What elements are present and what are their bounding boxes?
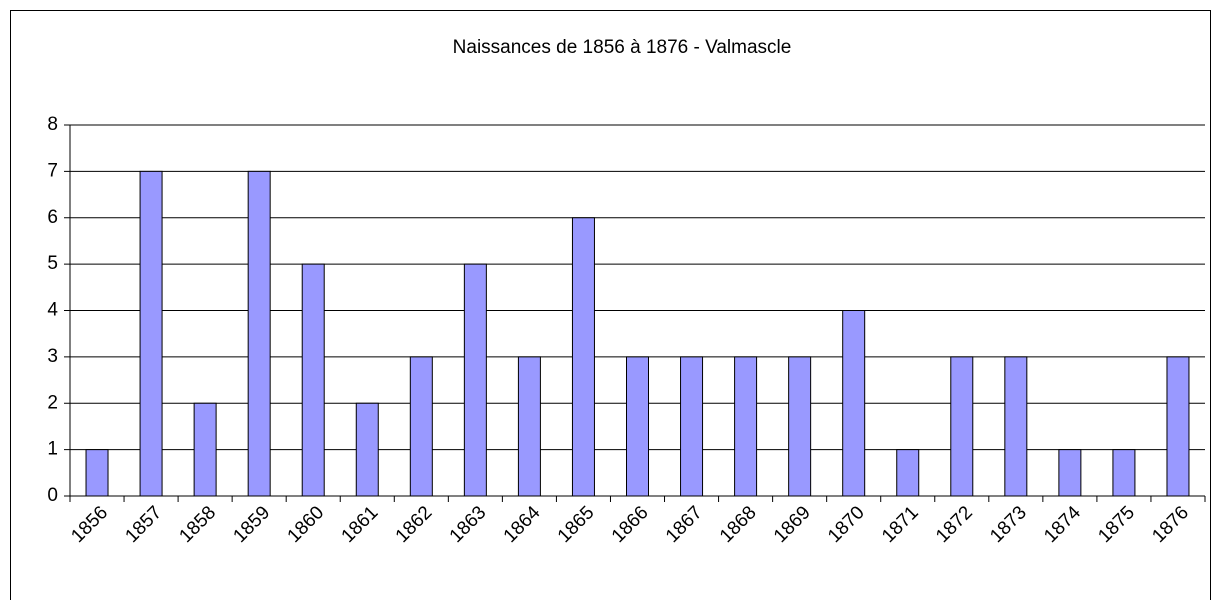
chart-frame	[10, 10, 1211, 600]
y-tick-label: 0	[47, 485, 58, 506]
bar	[734, 356, 758, 497]
bar	[1058, 449, 1082, 497]
bar	[950, 356, 974, 497]
bar	[85, 449, 109, 497]
y-tick-label: 5	[47, 253, 58, 274]
bar	[193, 402, 217, 497]
y-tick-label: 6	[47, 207, 58, 228]
bar	[517, 356, 541, 497]
bar	[355, 402, 379, 497]
bar	[626, 356, 649, 497]
bar	[1112, 449, 1136, 497]
bar	[1166, 356, 1190, 497]
y-tick-label: 1	[47, 439, 58, 460]
bar	[842, 310, 866, 497]
bar	[409, 356, 433, 497]
chart-title: Naissances de 1856 à 1876 - Valmascle	[453, 37, 792, 58]
y-tick-label: 8	[47, 114, 58, 135]
bar	[301, 263, 325, 497]
bar	[247, 170, 271, 497]
bar	[139, 170, 163, 497]
bar	[1004, 356, 1028, 497]
y-tick-label: 2	[47, 392, 58, 413]
bar	[896, 449, 920, 497]
bar	[463, 263, 487, 497]
y-tick-label: 7	[47, 160, 58, 181]
y-tick-label: 4	[47, 300, 58, 321]
bar	[571, 217, 595, 497]
y-tick-label: 3	[47, 346, 58, 367]
bar	[680, 356, 704, 497]
bar	[788, 356, 812, 497]
